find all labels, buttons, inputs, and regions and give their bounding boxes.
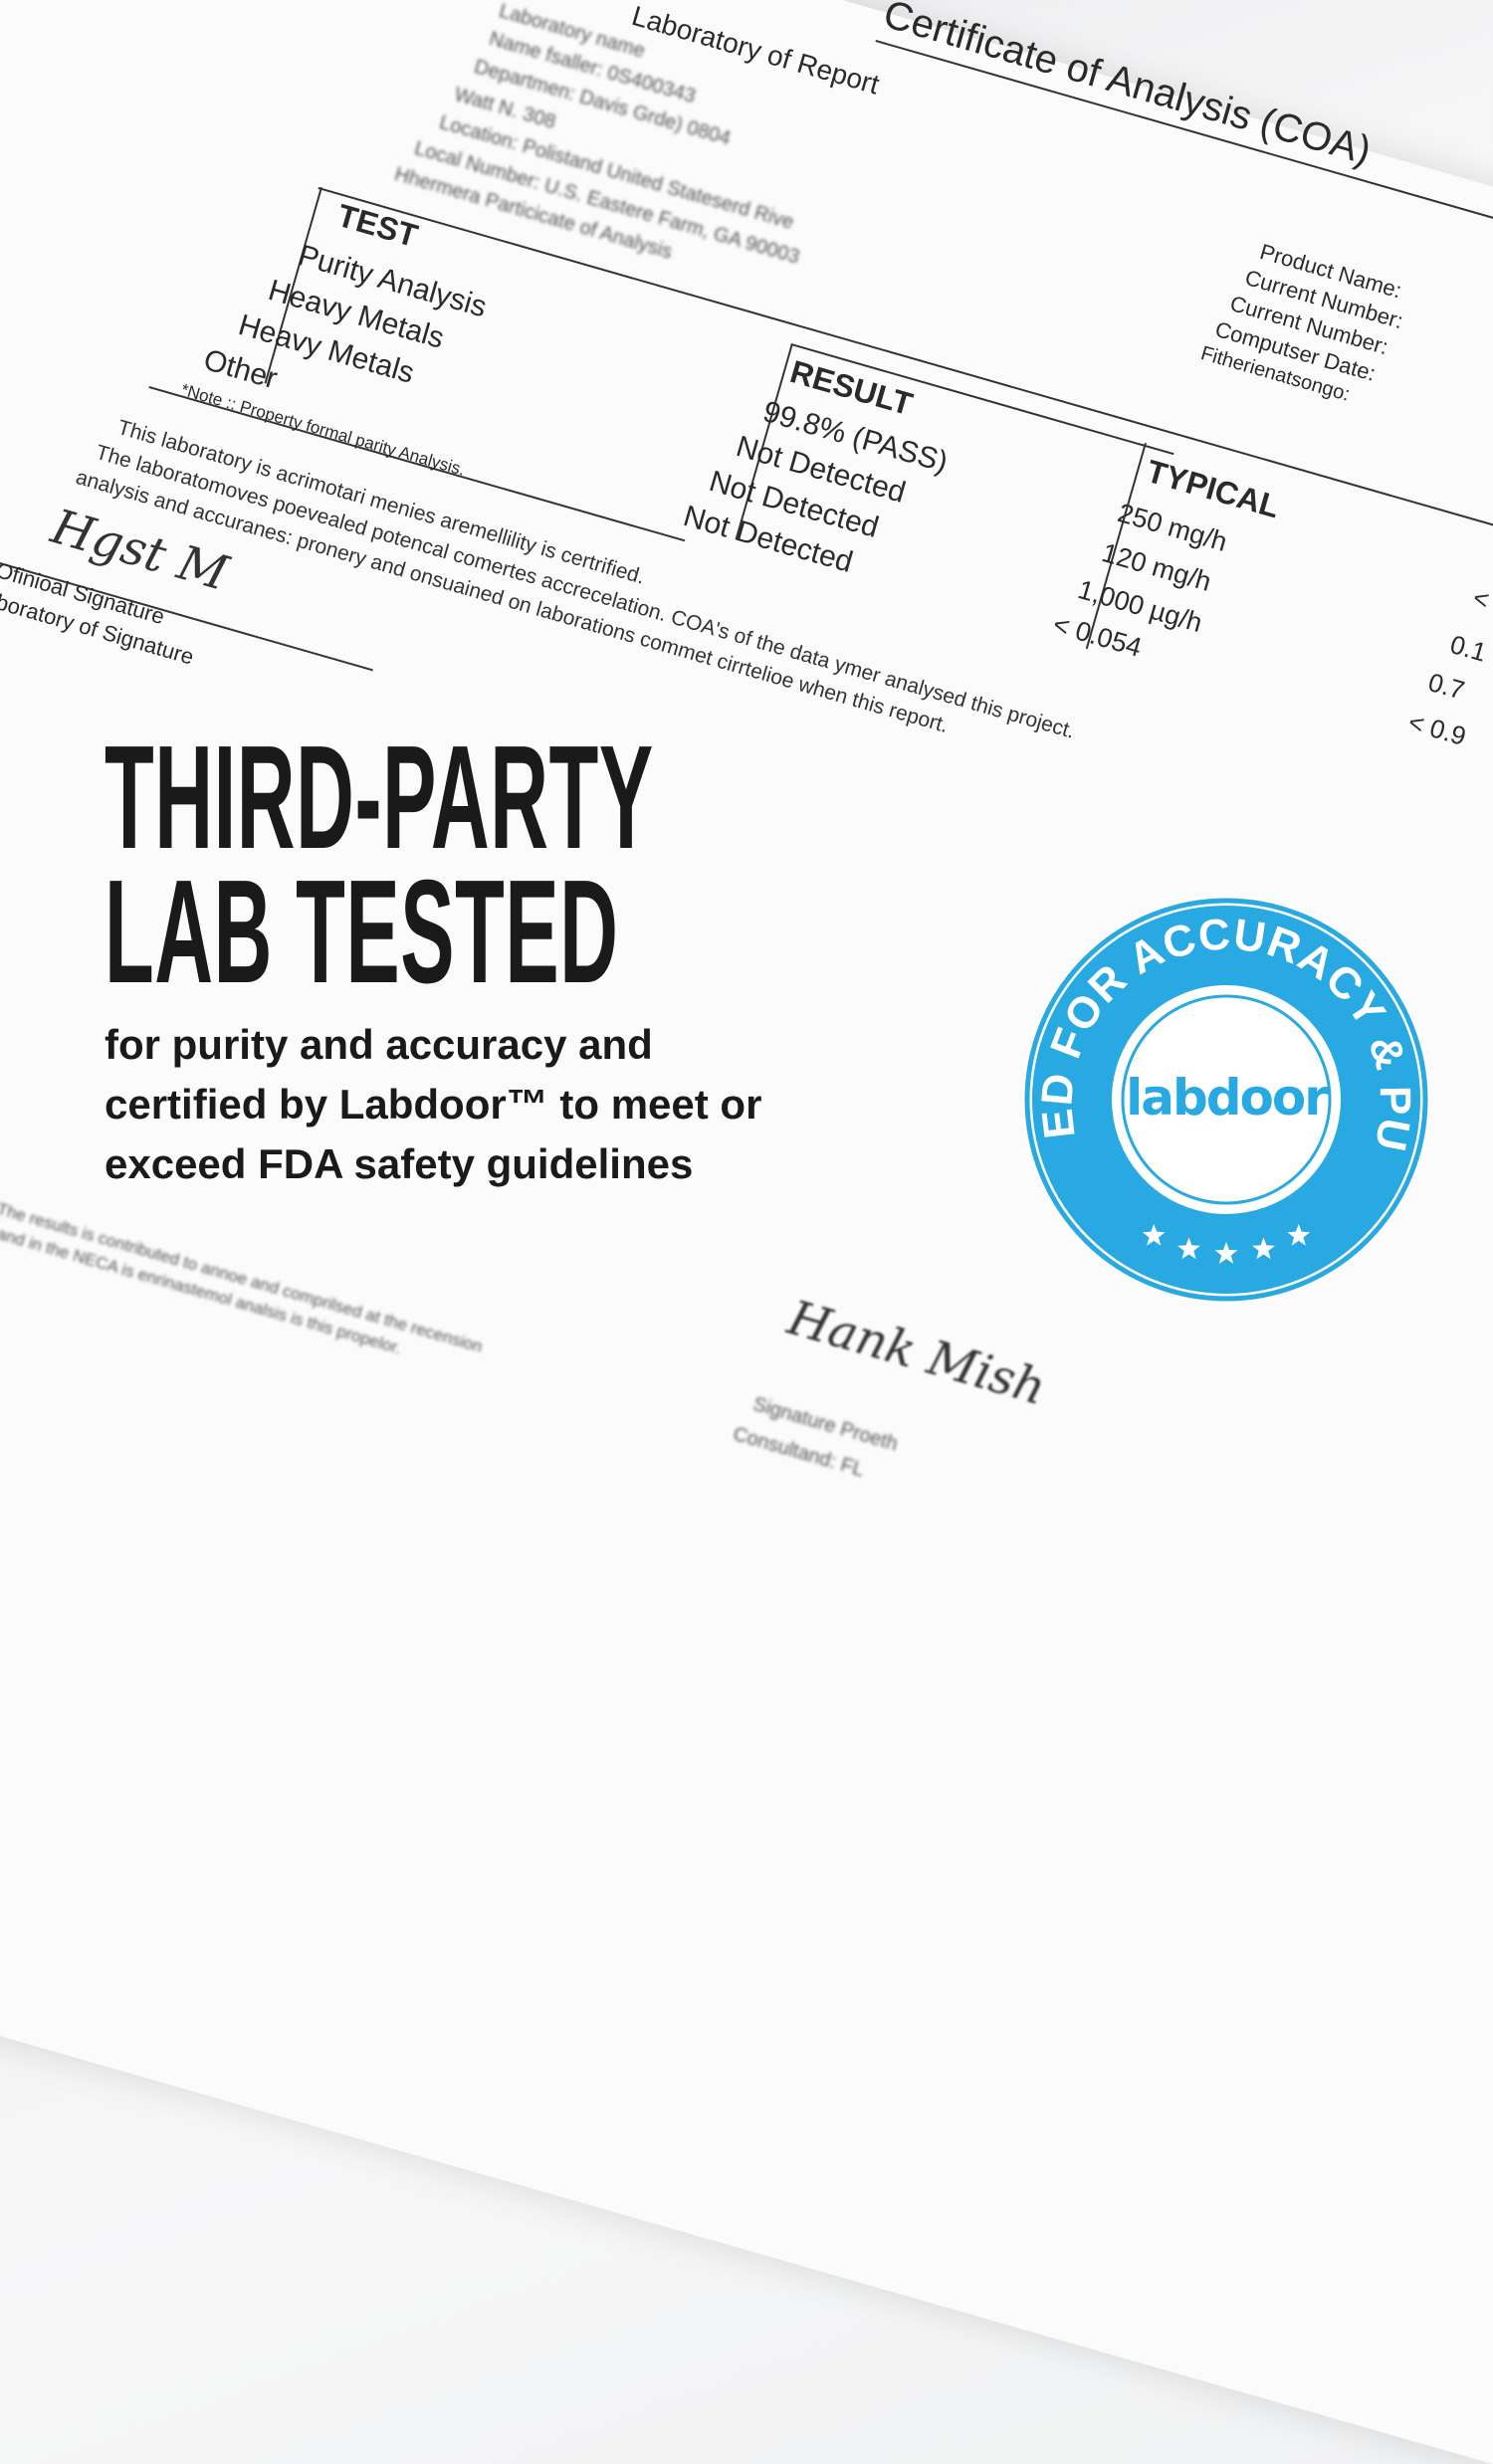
labdoor-badge: TESTED FOR ACCURACY & PURITY labdoor <box>1017 891 1430 1304</box>
star-icon <box>1214 1242 1238 1264</box>
subtext-line: exceed FDA safety guidelines <box>105 1140 694 1187</box>
subtext-line: certified by Labdoor™ to meet or <box>105 1081 762 1128</box>
headline-line-2: LAB TESTED <box>105 850 619 1014</box>
labdoor-logo-text: labdoor <box>1126 1069 1329 1127</box>
headline-line-1: THIRD-PARTY <box>105 716 654 880</box>
star-icon <box>1287 1223 1311 1246</box>
star-icon <box>1142 1223 1166 1246</box>
star-icon <box>1252 1237 1275 1260</box>
subtext-line: for purity and accuracy and <box>105 1021 653 1068</box>
star-icon <box>1177 1237 1200 1260</box>
star-icons <box>1142 1223 1311 1264</box>
